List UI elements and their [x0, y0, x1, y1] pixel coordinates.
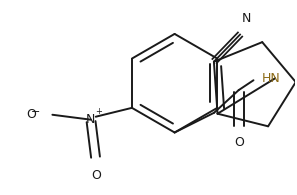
Text: HN: HN [261, 72, 280, 85]
Text: N: N [242, 12, 251, 25]
Text: +: + [95, 107, 102, 116]
Text: −: − [31, 107, 41, 117]
Text: N: N [86, 113, 96, 126]
Text: O: O [234, 136, 244, 149]
Text: O: O [27, 108, 37, 121]
Text: O: O [91, 169, 101, 182]
